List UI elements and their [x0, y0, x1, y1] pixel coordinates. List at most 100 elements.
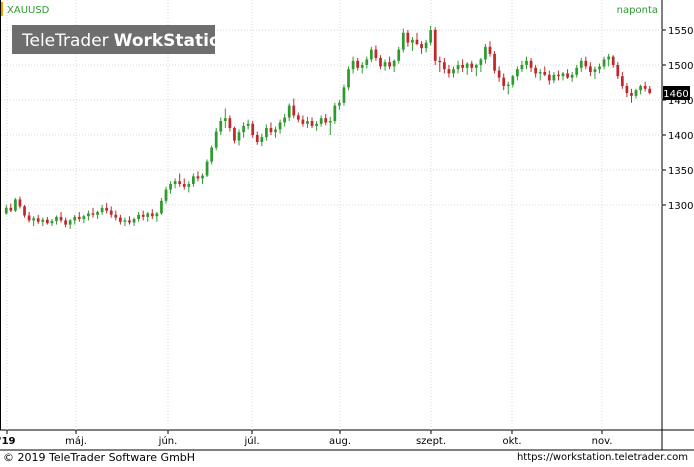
candle	[118, 214, 122, 225]
candle-body	[310, 121, 314, 126]
candle	[173, 178, 177, 189]
candle-body	[356, 60, 360, 68]
candle-body	[150, 213, 154, 217]
candle	[488, 41, 492, 57]
candle-body	[470, 63, 474, 68]
candle-body	[18, 199, 22, 207]
period-label[interactable]: naponta	[617, 5, 658, 16]
candle-body	[114, 214, 118, 218]
candle-body	[27, 215, 31, 221]
candle-body	[602, 59, 606, 67]
candle-body	[100, 207, 104, 212]
candle-body	[383, 62, 387, 67]
candle-body	[109, 210, 113, 215]
candle-body	[132, 219, 136, 223]
candle-body	[228, 118, 232, 128]
candle-body	[55, 216, 58, 222]
candle	[228, 115, 232, 132]
candle-body	[118, 217, 122, 222]
candle	[150, 209, 154, 219]
source-url[interactable]: https://workstation.teletrader.com	[516, 452, 688, 463]
candle	[114, 210, 118, 221]
candle-body	[123, 220, 127, 222]
candle-body	[643, 86, 647, 89]
candle-body	[429, 30, 433, 43]
candle-body	[255, 135, 259, 142]
candle-body	[406, 32, 410, 43]
candle	[296, 112, 300, 123]
candle	[4, 205, 8, 215]
candle-body	[479, 59, 483, 65]
candle	[356, 58, 360, 71]
candle	[9, 203, 13, 212]
candle	[77, 212, 81, 222]
candle-body	[401, 32, 405, 50]
candle	[379, 55, 382, 70]
candle-body	[14, 199, 17, 211]
candle	[630, 88, 633, 103]
candles	[4, 25, 652, 229]
candle	[310, 117, 314, 128]
x-tick-label: jún.	[158, 435, 178, 447]
candle-body	[630, 93, 633, 96]
x-tick-label: '19	[0, 436, 16, 447]
candle-body	[155, 213, 159, 217]
candle-body	[561, 73, 565, 77]
candle	[50, 219, 54, 226]
candle-body	[620, 76, 624, 86]
candle	[401, 28, 405, 53]
candle-body	[538, 72, 542, 74]
candle-body	[420, 44, 423, 49]
candle-body	[77, 216, 81, 219]
candle-body	[128, 220, 131, 223]
candle-body	[465, 63, 469, 68]
candle	[36, 214, 40, 224]
candle-body	[68, 220, 72, 225]
candle-body	[41, 219, 45, 222]
symbol-marker	[1, 2, 3, 16]
candle-body	[593, 69, 597, 72]
candle-body	[96, 212, 99, 215]
candle-body	[4, 207, 8, 214]
candle-body	[196, 176, 200, 179]
candle	[506, 81, 510, 95]
plot-area[interactable]	[0, 0, 662, 430]
candle	[301, 115, 305, 127]
candle	[18, 196, 22, 209]
candle	[155, 212, 159, 222]
candle	[223, 108, 227, 128]
candle-body	[292, 105, 296, 116]
candle	[511, 74, 515, 88]
candle	[589, 62, 592, 77]
candle	[470, 60, 474, 72]
candle-body	[192, 176, 195, 184]
candle-body	[274, 129, 277, 133]
candle	[547, 70, 551, 85]
candle-body	[23, 206, 26, 216]
candle	[369, 46, 373, 63]
candle-body	[497, 70, 501, 78]
candle-body	[173, 181, 177, 184]
candle	[242, 122, 245, 138]
candle-body	[557, 74, 560, 77]
candle	[205, 159, 209, 177]
candle	[406, 30, 410, 47]
candle	[338, 100, 341, 110]
candle-body	[319, 118, 323, 124]
candle	[14, 198, 17, 212]
candle	[91, 207, 95, 218]
candle-body	[315, 123, 318, 126]
candle	[374, 45, 378, 61]
candle	[123, 217, 127, 226]
candle	[461, 59, 464, 72]
candle-body	[141, 214, 145, 217]
candle	[616, 62, 620, 79]
candle-body	[365, 59, 369, 65]
candle-body	[534, 67, 538, 74]
candle	[87, 210, 90, 221]
candle	[137, 212, 140, 222]
candle-body	[484, 46, 487, 60]
symbol-label[interactable]: XAUUSD	[7, 5, 50, 16]
copyright-text: © 2019 TeleTrader Software GmbH	[3, 451, 196, 464]
candle-body	[333, 105, 337, 121]
